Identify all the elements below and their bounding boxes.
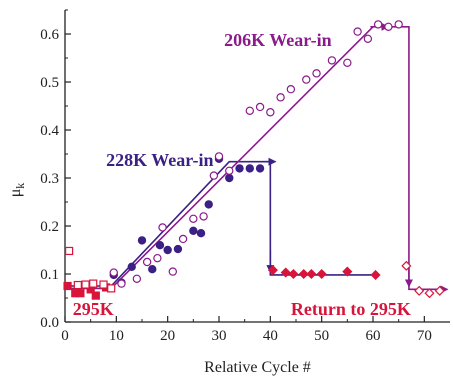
data-point-diamond [434, 285, 445, 296]
data-points [63, 20, 445, 300]
annotation-label: 206K Wear-in [224, 30, 332, 50]
annotation-label: Return to 295K [291, 299, 411, 319]
data-point-circle [155, 240, 165, 250]
data-point-circle [363, 34, 373, 44]
y-tick-label: 0.1 [40, 267, 59, 283]
data-point-square [76, 289, 85, 298]
x-tick-label: 30 [212, 328, 227, 344]
x-tick-label: 70 [417, 328, 432, 344]
y-tick-label: 0.5 [40, 75, 59, 91]
x-tick-label: 0 [61, 328, 69, 344]
data-point-circle [117, 279, 126, 288]
data-point-circle [384, 22, 393, 31]
data-point-diamond [298, 268, 309, 280]
data-point-circle [327, 56, 337, 65]
data-point-circle [343, 58, 352, 68]
x-tick-label: 40 [263, 328, 278, 344]
data-point-diamond [280, 267, 291, 278]
data-point-circle [137, 236, 147, 245]
data-point-circle [225, 166, 234, 175]
y-axis-title: μk [7, 183, 27, 198]
data-point-square [99, 280, 108, 289]
x-tick-label: 60 [366, 328, 381, 344]
data-point-square [73, 280, 82, 290]
y-tick-label: 0.0 [40, 315, 59, 331]
y-tick-label: 0.2 [40, 219, 59, 235]
data-point-circle [148, 265, 157, 274]
data-point-diamond [414, 285, 425, 296]
data-point-diamond [316, 268, 327, 280]
data-point-circle [235, 164, 244, 173]
data-point-diamond [306, 268, 317, 280]
data-point-diamond [424, 288, 435, 299]
y-tick-label: 0.4 [40, 123, 59, 139]
data-point-circle [225, 173, 234, 183]
data-point-circle [312, 69, 321, 78]
data-point-diamond [370, 269, 381, 281]
data-point-circle [189, 226, 198, 235]
x-axis-title: Relative Cycle # [204, 359, 311, 376]
data-point-square [65, 246, 74, 256]
data-point-diamond [267, 265, 278, 276]
data-point-diamond [288, 268, 299, 280]
y-tick-label: 0.3 [40, 171, 59, 187]
data-point-circle [153, 253, 162, 263]
data-point-circle [127, 262, 136, 271]
x-tick-label: 20 [160, 328, 175, 344]
data-point-circle [373, 20, 383, 29]
annotation-label: 295K [73, 299, 114, 319]
annotations: 206K Wear-in 228K Wear-in 295K Return to 29… [73, 30, 411, 319]
data-point-circle [245, 164, 254, 173]
data-point-circle [196, 228, 206, 238]
data-point-circle [173, 244, 183, 254]
data-point-circle [132, 274, 142, 283]
data-point-circle [163, 245, 172, 255]
data-point-circle [255, 102, 265, 112]
data-point-circle [266, 108, 275, 117]
data-point-circle [214, 152, 224, 161]
data-point-circle [276, 93, 285, 102]
data-point-circle [245, 106, 254, 116]
data-point-circle [255, 164, 265, 173]
data-point-circle [209, 171, 219, 180]
y-tick-label: 0.6 [40, 27, 59, 43]
data-point-circle [142, 257, 152, 267]
data-point-circle [353, 27, 362, 36]
x-tick-label: 10 [109, 328, 124, 344]
data-point-circle [178, 234, 188, 244]
y-axis-title-subscript: k [13, 183, 27, 189]
data-point-circle [204, 200, 213, 209]
data-point-diamond [401, 260, 412, 271]
data-point-circle [302, 75, 311, 84]
data-point-circle [158, 223, 167, 232]
plot-axes: 0 10 20 30 40 50 60 70 0.0 0.1 0.2 0.3 0.4 0.5 0.6 Rela… [7, 9, 450, 376]
data-point-square [63, 281, 72, 291]
data-point-square [81, 280, 90, 289]
data-point-square [89, 279, 98, 288]
x-tick-label: 50 [314, 328, 329, 344]
annotation-label: 228K Wear-in [106, 150, 214, 170]
data-point-circle [168, 267, 177, 276]
data-point-circle [199, 212, 208, 221]
data-point-circle [394, 20, 403, 29]
data-point-circle [286, 84, 296, 94]
data-point-square [91, 291, 100, 300]
data-point-circle [109, 268, 118, 277]
data-point-circle [189, 214, 198, 223]
data-point-diamond [342, 266, 353, 277]
data-point-square [107, 284, 116, 293]
